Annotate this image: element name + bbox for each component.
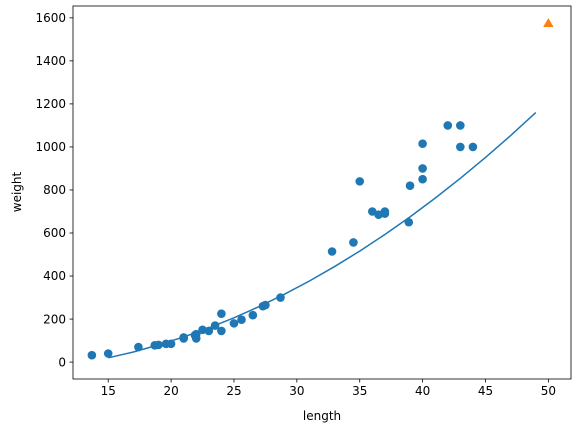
- marks-layer: [87, 18, 554, 360]
- y-tick-label: 200: [43, 312, 66, 326]
- scatter-point: [237, 315, 246, 325]
- y-tick-label: 1000: [35, 140, 66, 154]
- x-tick-label: 20: [163, 384, 178, 398]
- scatter-point: [154, 340, 163, 350]
- scatter-point: [418, 164, 427, 173]
- scatter-point: [468, 142, 478, 152]
- plot-area: [73, 6, 571, 379]
- scatter-point: [229, 319, 239, 328]
- y-tick-label: 400: [43, 269, 66, 283]
- y-tick-label: 0: [58, 355, 66, 369]
- x-tick-label: 35: [352, 384, 367, 398]
- scatter-point: [355, 177, 365, 186]
- x-axis-label: length: [303, 409, 341, 423]
- scatter-point: [404, 217, 414, 227]
- scatter-point: [276, 293, 285, 302]
- y-tick-label: 600: [43, 226, 66, 240]
- scatter-point: [261, 300, 270, 310]
- axes-layer: 15 20 25 30 35 40 45 50 0 200 400 600 800 1000 1200 140…: [35, 5, 572, 398]
- plot-frame: [72, 5, 572, 380]
- x-tick-label: 50: [541, 384, 556, 398]
- x-tick-label: 45: [478, 384, 493, 398]
- y-tick-label: 1400: [35, 54, 66, 68]
- scatter-point: [456, 142, 465, 152]
- x-tick-label: 25: [226, 384, 241, 398]
- scatter-point-triangle: [543, 18, 554, 27]
- scatter-point: [418, 174, 427, 184]
- scatter-point: [349, 238, 358, 247]
- y-tick-label: 800: [43, 183, 66, 197]
- scatter-point: [204, 326, 214, 336]
- x-tick-label: 30: [289, 384, 304, 398]
- scatter-point: [87, 350, 97, 360]
- scatter-point: [327, 247, 337, 256]
- y-tick-label: 1200: [35, 97, 66, 111]
- y-tick-label: 1600: [35, 11, 66, 25]
- scatter-point: [418, 139, 427, 149]
- scatter-point: [217, 326, 226, 336]
- scatter-point: [405, 181, 415, 190]
- scatter-point: [210, 321, 220, 330]
- x-tick-label: 40: [415, 384, 430, 398]
- scatter-point: [179, 333, 188, 342]
- scatter-point: [443, 121, 453, 130]
- scatter-point: [456, 121, 465, 130]
- scatter-point: [248, 310, 258, 320]
- scatter-point: [380, 209, 390, 218]
- y-axis-label: weight: [10, 171, 24, 212]
- x-tick-label: 15: [101, 384, 116, 398]
- scatter-point: [166, 339, 176, 349]
- scatter-point: [103, 349, 113, 358]
- scatter-point: [217, 309, 226, 318]
- scatter-point: [191, 329, 201, 339]
- scatter-point: [134, 342, 143, 352]
